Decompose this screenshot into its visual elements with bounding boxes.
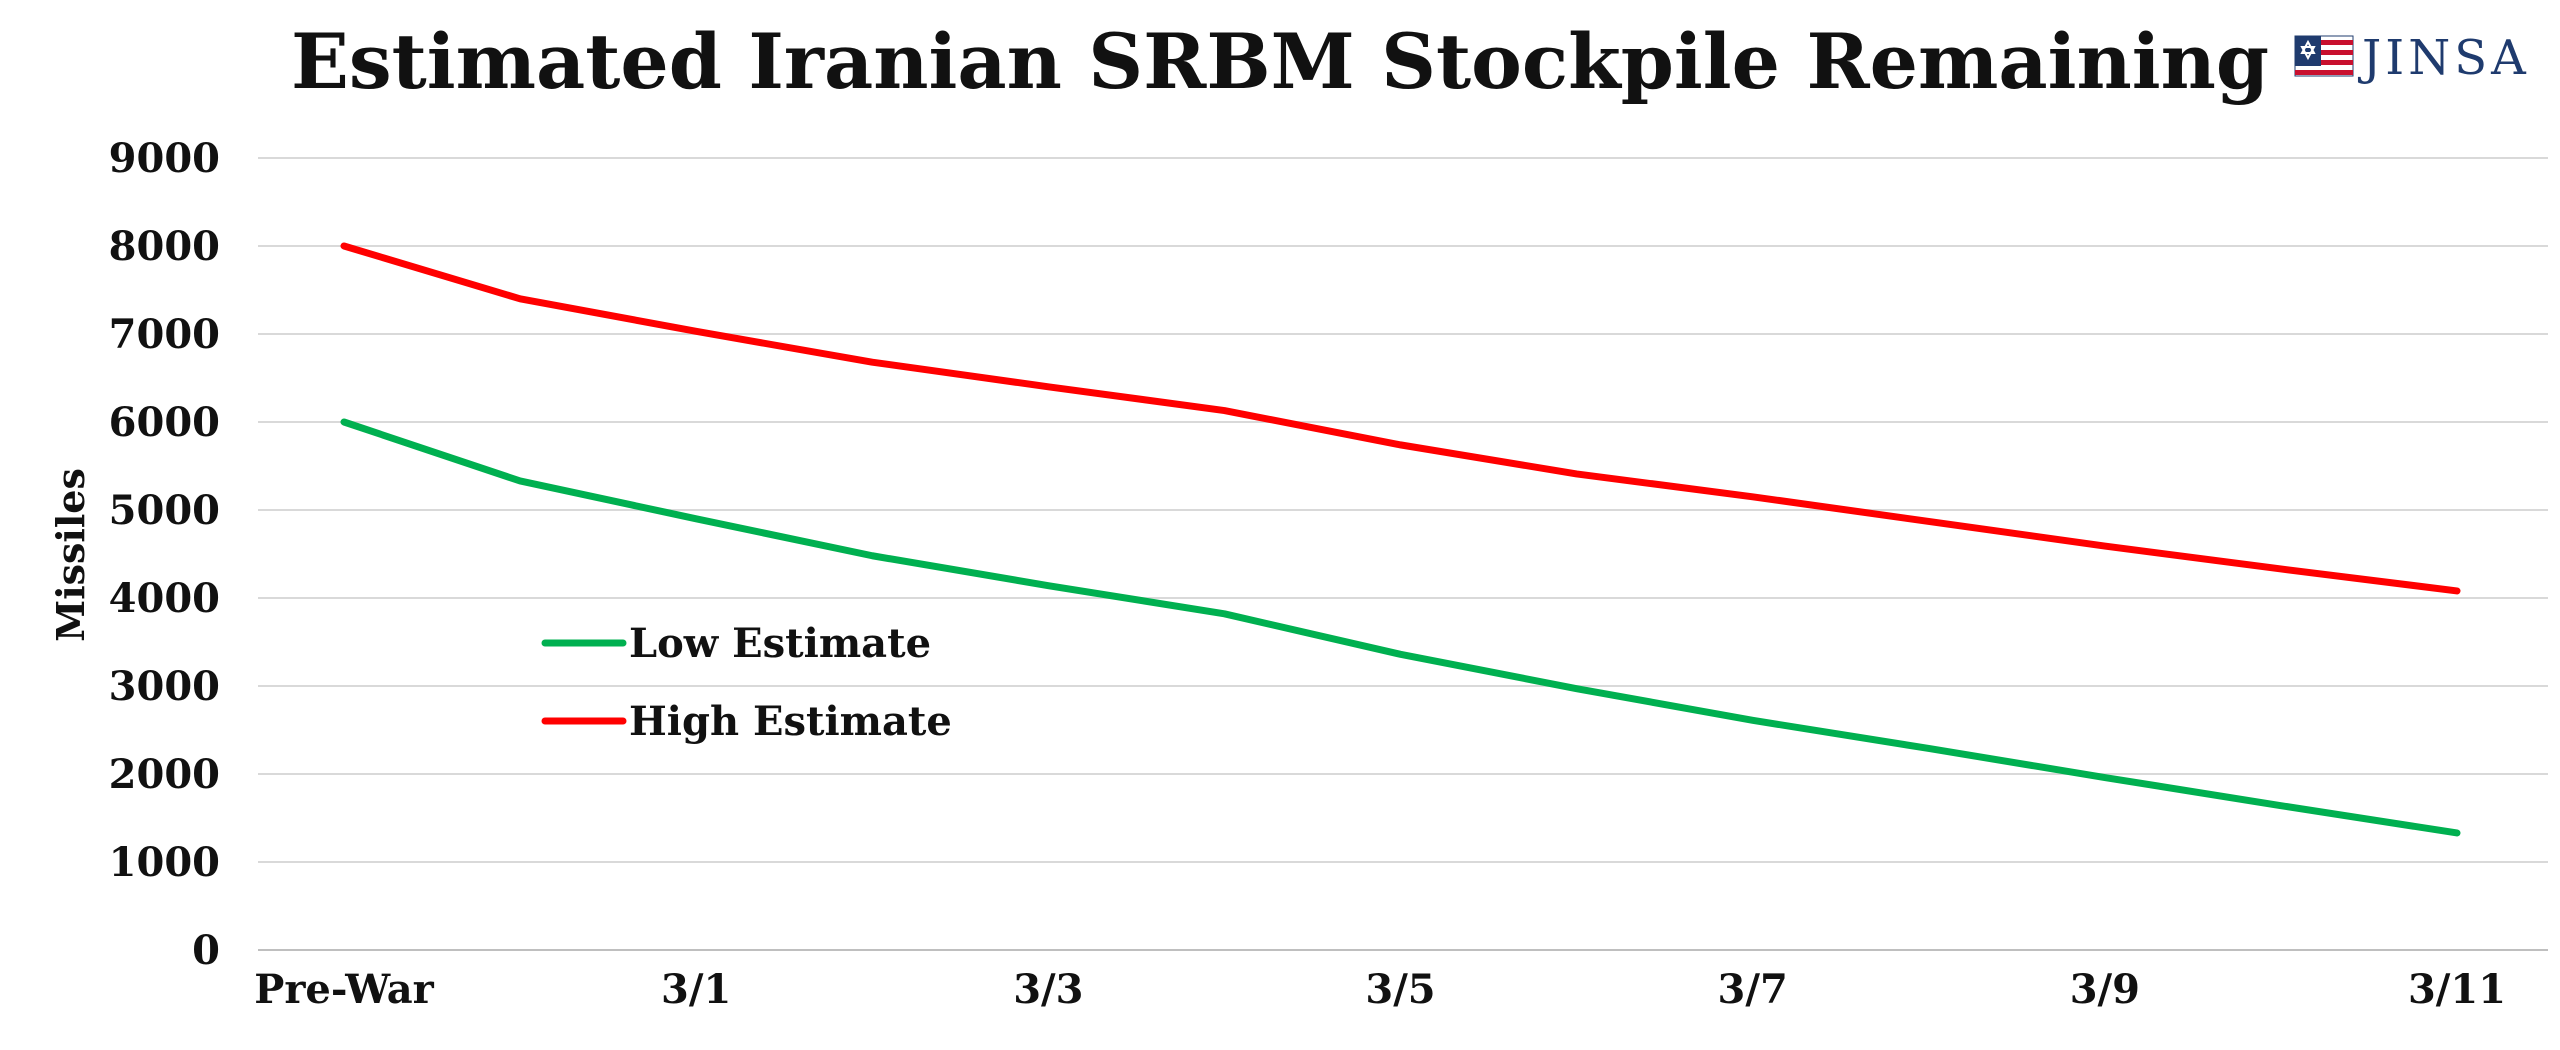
gridlines	[258, 157, 2548, 951]
logo-text: JINSA	[2357, 30, 2530, 86]
series-lines	[340, 242, 2461, 837]
y-tick-label: 9000	[109, 135, 220, 182]
y-tick-label: 6000	[109, 399, 220, 446]
series-line-low-estimate	[340, 418, 2461, 837]
x-tick-label: 3/7	[1718, 966, 1788, 1013]
x-tick-label: 3/1	[661, 966, 731, 1013]
y-tick-label: 0	[192, 927, 220, 974]
x-tick-label: Pre-War	[254, 966, 434, 1013]
y-tick-label: 8000	[109, 223, 220, 270]
flag-star-of-david-icon	[2294, 35, 2354, 77]
y-tick-label: 4000	[109, 575, 220, 622]
chart-title: Estimated Iranian SRBM Stockpile Remaini…	[291, 17, 2269, 106]
x-tick-label: 3/5	[1365, 966, 1435, 1013]
jinsa-logo: JINSA	[2294, 30, 2530, 86]
legend-label: Low Estimate	[629, 620, 931, 667]
y-tick-label: 7000	[109, 311, 220, 358]
y-tick-label: 2000	[109, 751, 220, 798]
x-axis-ticks: Pre-War 3/1 3/3 3/5 3/7 3/9 3/11	[254, 966, 2506, 1013]
y-axis-label: Missiles	[48, 468, 93, 642]
y-tick-label: 5000	[109, 487, 220, 534]
x-tick-label: 3/11	[2408, 966, 2506, 1013]
legend: Low Estimate High Estimate	[541, 620, 952, 745]
x-tick-label: 3/9	[2070, 966, 2140, 1013]
series-line-high-estimate	[340, 242, 2461, 595]
legend-label: High Estimate	[629, 698, 952, 745]
y-axis-ticks: 0 1000 2000 3000 4000 5000 6000 7000 8000 9000	[109, 135, 220, 974]
y-tick-label: 3000	[109, 663, 220, 710]
y-tick-label: 1000	[109, 839, 220, 886]
x-tick-label: 3/3	[1013, 966, 1083, 1013]
